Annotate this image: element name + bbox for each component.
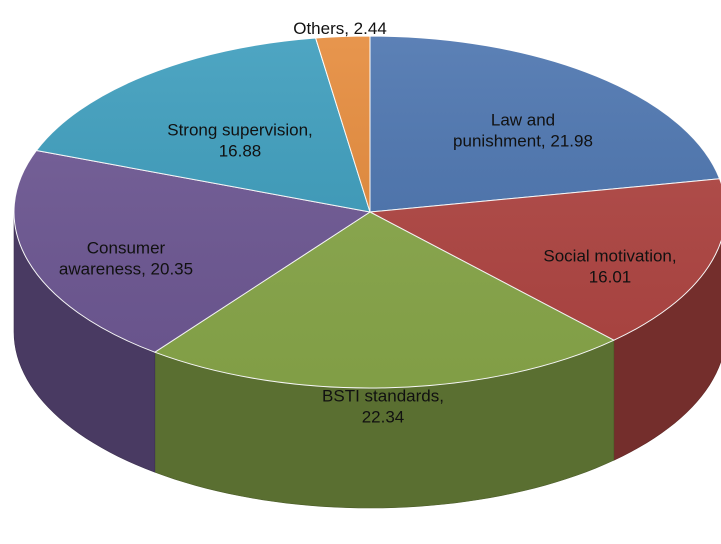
data-label-law-and-punishment: Law and punishment, 21.98: [453, 111, 593, 151]
data-label-others: Others, 2.44: [293, 19, 387, 38]
data-label-social-motivation: Social motivation, 16.01: [543, 247, 676, 287]
pie-slices: [13, 35, 721, 389]
data-label-strong-supervision: Strong supervision, 16.88: [167, 121, 313, 161]
data-label-bsti-standards: BSTI standards, 22.34: [322, 387, 444, 427]
data-label-consumer-awareness: Consumer awareness, 20.35: [59, 239, 193, 279]
pie-data-labels: Law and punishment, 21.98 Social motivatio…: [59, 19, 677, 427]
